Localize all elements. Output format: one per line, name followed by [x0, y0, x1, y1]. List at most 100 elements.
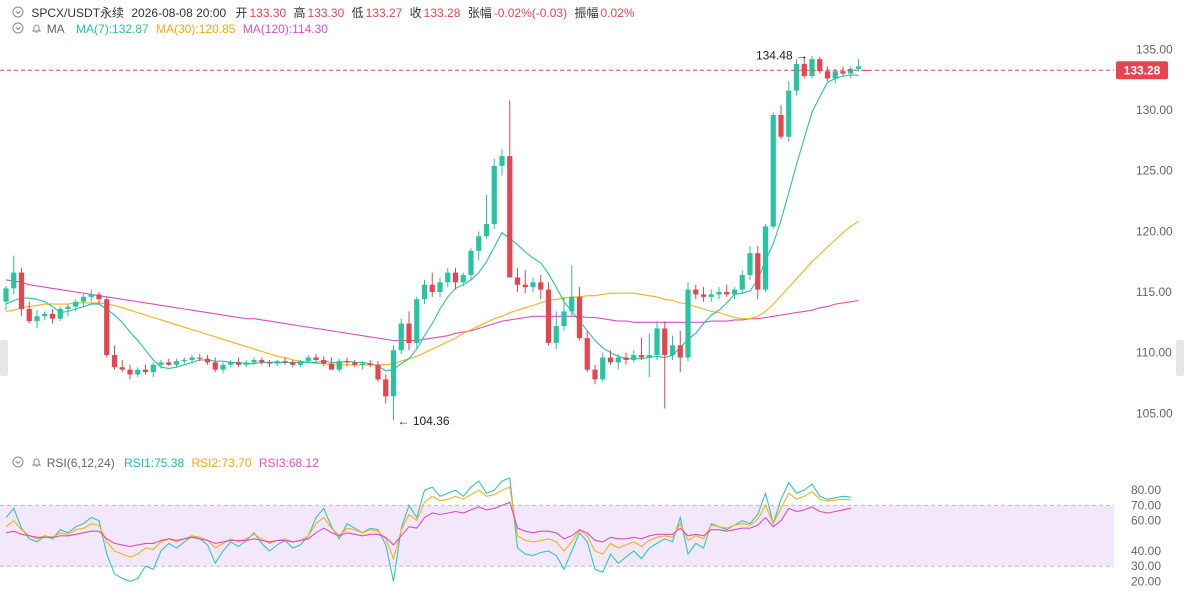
- rsi3-line: [5, 501, 851, 548]
- candle: [119, 359, 125, 373]
- candle: [561, 296, 567, 331]
- candle-body: [452, 272, 459, 283]
- candle-body: [762, 226, 769, 290]
- candle-body: [390, 350, 397, 397]
- candle-body: [824, 71, 831, 79]
- candle: [468, 248, 474, 280]
- candle: [375, 361, 381, 382]
- candle: [731, 287, 738, 300]
- price-tick-label: 110.00: [1136, 346, 1172, 360]
- candle-body: [88, 294, 94, 297]
- candle: [576, 287, 583, 341]
- candle: [801, 56, 807, 79]
- candle: [569, 265, 575, 317]
- candle: [96, 292, 102, 305]
- candle-body: [336, 361, 342, 370]
- ma-legend: MA MA(7):132.87 MA(30):120.85 MA(120):11…: [12, 22, 332, 37]
- bell-icon[interactable]: [31, 457, 42, 471]
- candle-body: [235, 362, 242, 365]
- candle: [49, 308, 56, 324]
- candle: [445, 267, 451, 288]
- rsi2-value: RSI2:73.70: [191, 456, 252, 470]
- ohlc-header: SPCX/USDT永续 2026-08-08 20:00 开 133.30 高 13…: [12, 4, 639, 21]
- candle: [793, 59, 800, 96]
- candle: [514, 267, 521, 293]
- candle: [111, 345, 118, 370]
- candle-body: [119, 367, 125, 370]
- candle: [189, 355, 195, 364]
- candle: [708, 289, 714, 302]
- candle: [390, 345, 397, 421]
- candle: [166, 358, 172, 367]
- candle: [460, 272, 466, 286]
- low-label: 低: [351, 6, 364, 20]
- candle-body: [80, 296, 87, 302]
- candle: [778, 105, 784, 140]
- candle: [507, 100, 513, 278]
- candle: [855, 59, 862, 72]
- candle-body: [584, 338, 590, 370]
- candle: [321, 356, 327, 367]
- candle-body: [243, 362, 249, 365]
- bell-icon[interactable]: [31, 23, 42, 37]
- candle-body: [530, 282, 536, 288]
- candle: [809, 55, 815, 79]
- candle-body: [228, 362, 234, 365]
- candle: [693, 284, 699, 300]
- candle: [623, 352, 629, 365]
- candle-body: [499, 156, 505, 166]
- candle: [437, 277, 443, 297]
- candle-body: [11, 272, 17, 289]
- candle-body: [848, 68, 854, 74]
- candle: [545, 282, 552, 346]
- candle-body: [212, 362, 218, 370]
- candle: [762, 224, 769, 293]
- candle-body: [375, 364, 381, 380]
- high-label: 高: [293, 6, 306, 20]
- close-value: 133.28: [423, 6, 461, 20]
- annotations: 133.28 134.48 → ← 104.36: [0, 49, 1168, 428]
- candle: [197, 353, 203, 362]
- candle-body: [367, 363, 373, 365]
- candle: [127, 364, 133, 380]
- candle: [607, 350, 614, 365]
- candle: [755, 245, 761, 300]
- candle-body: [700, 294, 707, 297]
- candle: [73, 299, 79, 312]
- candle-body: [600, 357, 606, 380]
- chevron-circle-icon[interactable]: [12, 456, 24, 471]
- candle: [88, 289, 94, 302]
- candle: [499, 148, 505, 176]
- candle-body: [724, 292, 730, 295]
- candle-body: [421, 284, 428, 300]
- chevron-circle-icon[interactable]: [12, 6, 24, 21]
- candle: [584, 330, 590, 373]
- candle: [290, 359, 296, 368]
- rsi-lines: [5, 477, 851, 582]
- price-tick-label: 125.00: [1136, 164, 1173, 178]
- candle: [383, 374, 389, 404]
- candle-body: [111, 355, 118, 368]
- candle-body: [747, 253, 753, 276]
- candle-body: [96, 294, 102, 300]
- candle: [34, 310, 40, 329]
- candle: [328, 357, 335, 370]
- candle-body: [305, 357, 311, 362]
- candle: [739, 270, 745, 295]
- chevron-circle-icon[interactable]: [12, 22, 24, 37]
- candle-body: [344, 361, 350, 363]
- candle: [669, 335, 676, 360]
- scroll-right-handle[interactable]: [1176, 340, 1184, 376]
- candle-body: [127, 369, 133, 375]
- candle: [336, 358, 342, 373]
- candle-body: [507, 156, 513, 278]
- candle-body: [607, 357, 614, 363]
- scroll-left-handle[interactable]: [0, 340, 8, 376]
- candle: [421, 279, 428, 305]
- candle: [274, 359, 280, 367]
- price-tick-label: 130.00: [1136, 103, 1173, 117]
- datetime-label: 2026-08-08 20:00: [131, 6, 227, 20]
- candle: [220, 362, 226, 374]
- ma-indicator-name: MA: [46, 22, 65, 36]
